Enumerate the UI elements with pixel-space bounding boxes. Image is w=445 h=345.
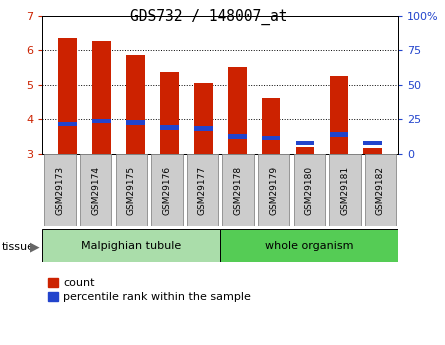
Bar	[194, 83, 213, 154]
Text: GSM29175: GSM29175	[127, 166, 136, 215]
Bar	[160, 72, 179, 154]
Text: GSM29174: GSM29174	[91, 166, 100, 215]
Bar	[295, 147, 314, 154]
Bar	[222, 154, 254, 226]
Text: whole organism: whole organism	[265, 241, 353, 251]
Bar	[294, 154, 325, 226]
Text: GSM29177: GSM29177	[198, 166, 207, 215]
Bar	[258, 154, 289, 226]
Bar	[228, 134, 247, 138]
Bar	[151, 154, 182, 226]
Text: GSM29182: GSM29182	[376, 166, 385, 215]
Bar	[58, 38, 77, 154]
Bar	[329, 154, 360, 226]
Bar	[330, 76, 348, 154]
Bar	[126, 55, 145, 154]
Bar	[228, 67, 247, 154]
Bar	[126, 120, 145, 125]
Text: GDS732 / 148007_at: GDS732 / 148007_at	[130, 9, 288, 25]
Bar	[93, 41, 111, 154]
Bar	[364, 148, 382, 154]
Bar	[262, 136, 280, 140]
Text: GSM29179: GSM29179	[269, 166, 278, 215]
Text: GSM29178: GSM29178	[234, 166, 243, 215]
Bar	[295, 141, 314, 145]
Bar	[220, 229, 398, 262]
Bar	[44, 154, 76, 226]
Text: Malpighian tubule: Malpighian tubule	[81, 241, 182, 251]
Bar	[365, 154, 396, 226]
Bar	[194, 126, 213, 131]
Legend: count, percentile rank within the sample: count, percentile rank within the sample	[48, 278, 251, 302]
Text: ▶: ▶	[30, 240, 40, 253]
Bar	[187, 154, 218, 226]
Bar	[160, 125, 179, 130]
Bar	[58, 122, 77, 126]
Bar	[116, 154, 147, 226]
Text: GSM29173: GSM29173	[56, 166, 65, 215]
Text: tissue: tissue	[2, 242, 35, 252]
Text: GSM29181: GSM29181	[340, 166, 349, 215]
Bar	[262, 98, 280, 154]
Bar	[80, 154, 111, 226]
Text: GSM29180: GSM29180	[305, 166, 314, 215]
Bar	[93, 118, 111, 123]
Bar	[42, 229, 220, 262]
Bar	[364, 141, 382, 145]
Bar	[330, 132, 348, 137]
Text: GSM29176: GSM29176	[162, 166, 171, 215]
